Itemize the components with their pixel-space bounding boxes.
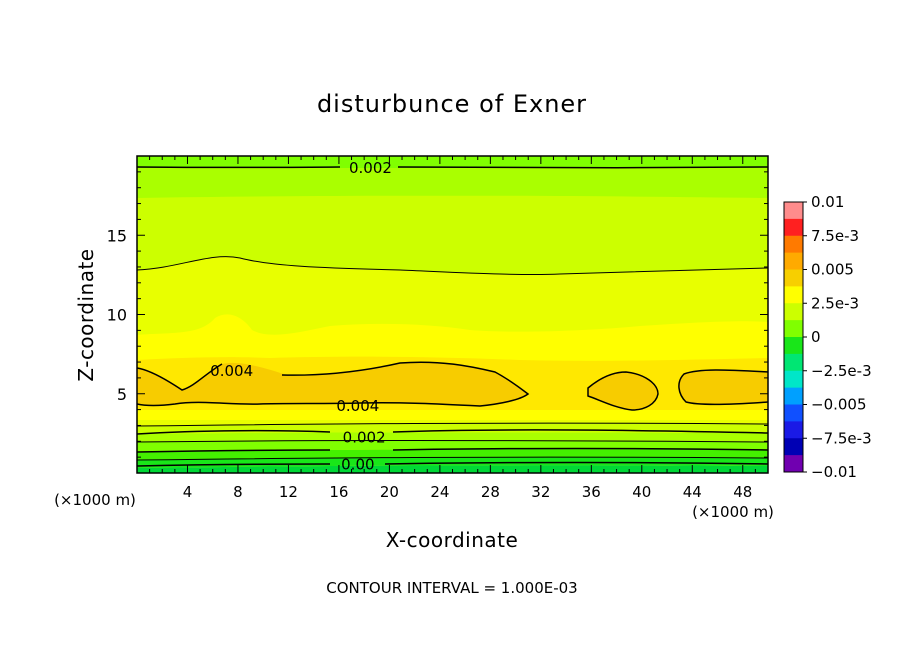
x-tick-label: 8 (233, 483, 243, 501)
x-tick-label: 28 (481, 483, 500, 501)
y-tick-label: 5 (117, 385, 127, 404)
band-low-4 (137, 432, 768, 442)
contour-line-low-5 (137, 456, 768, 461)
y-tick-label: 10 (107, 306, 127, 325)
contour-line-upper (137, 256, 768, 276)
band-orange-right (678, 370, 768, 405)
x-tick-label: 24 (430, 483, 449, 501)
x-tick-label: 12 (279, 483, 298, 501)
x-axis-label: X-coordinate (386, 528, 519, 552)
contour-lines (137, 166, 768, 467)
contour-line-0004-right (678, 369, 768, 406)
colorbar-label: −0.005 (811, 396, 867, 414)
colorbar-swatch (784, 303, 803, 321)
y-tick-labels: 5 10 15 (107, 226, 127, 404)
colorbar-label: 2.5e-3 (811, 294, 859, 312)
x-tick-label: 4 (183, 483, 193, 501)
contour-line-low-1 (137, 422, 768, 427)
colorbar-label: −2.5e-3 (811, 362, 872, 380)
colorbar-swatch (784, 370, 803, 389)
colorbar-swatch (784, 269, 803, 287)
contour-label: 0.004 (336, 397, 379, 415)
contour-label: 0.002 (349, 159, 392, 177)
colorbar-swatch (784, 320, 803, 338)
contour-line-top (137, 166, 768, 169)
y-axis-label: Z-coordinate (74, 248, 98, 381)
colorbar-swatch (784, 455, 803, 473)
colorbar-label: 7.5e-3 (811, 227, 859, 245)
x-tick-label: 32 (531, 483, 550, 501)
colorbar-swatch (784, 286, 803, 304)
contour-label-layer: 0.002 0.004 0.004 0.002 0.00 (210, 159, 392, 473)
colorbar-swatch (784, 202, 803, 220)
band-orange-main (137, 362, 528, 406)
contour-line-0004-mid (587, 371, 659, 411)
x-tick-label: 48 (733, 483, 752, 501)
chart-title: disturbunce of Exner (317, 90, 587, 118)
colorbar-swatch (784, 235, 803, 254)
band-orange-mid (588, 372, 658, 410)
band-top-2 (137, 168, 768, 198)
y-tick-label: 15 (107, 226, 127, 245)
colorbar-swatch (784, 438, 803, 456)
contour-line-0004-main (137, 361, 530, 407)
contour-line-low-4 (137, 447, 768, 453)
contour-interval-note: CONTOUR INTERVAL = 1.000E-03 (326, 579, 577, 597)
contour-label: 0.00 (341, 455, 374, 473)
colorbar-swatch (784, 421, 803, 439)
contour-label: 0.002 (343, 429, 386, 447)
x-tick-label: 36 (582, 483, 601, 501)
band-top-1 (137, 156, 768, 168)
colorbar-swatch (784, 218, 803, 237)
x-tick-label: 44 (683, 483, 702, 501)
contour-line-low-2 (137, 429, 768, 435)
colorbar-label: 0.005 (811, 261, 854, 279)
colorbar-label: −7.5e-3 (811, 429, 872, 447)
colorbar-swatch (784, 252, 803, 270)
colorbar-label: 0 (811, 328, 821, 346)
colorbar-swatch (784, 337, 803, 355)
colorbar-swatch (784, 404, 803, 422)
x-unit-right: (×1000 m) (692, 503, 774, 521)
contour-label: 0.004 (210, 362, 253, 380)
x-tick-label: 20 (380, 483, 399, 501)
colorbar-label: 0.01 (811, 193, 844, 211)
colorbar-swatch (784, 387, 803, 405)
contour-line-low-3 (137, 440, 768, 443)
axis-ticks (137, 156, 768, 473)
x-tick-label: 40 (632, 483, 651, 501)
band-low-6 (137, 449, 768, 460)
x-tick-labels: 4 8 12 16 20 24 28 32 36 40 44 48 (183, 483, 753, 501)
band-low-1 (137, 410, 768, 420)
x-tick-label: 16 (329, 483, 348, 501)
colorbar: 0.01 7.5e-3 0.005 2.5e-3 0 −2.5e-3 −0.005 −7.5e… (783, 193, 872, 481)
x-unit-left: (×1000 m) (54, 491, 136, 509)
colorbar-swatch (784, 353, 803, 372)
colorbar-label: −0.01 (811, 463, 857, 481)
contour-line-low-6 (137, 461, 768, 467)
